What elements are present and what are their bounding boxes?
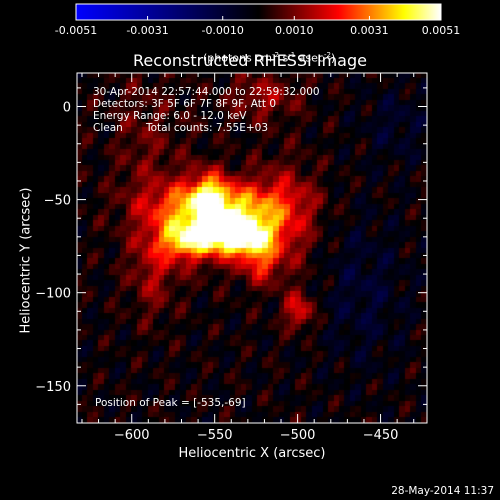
x-tick-label: −600: [114, 428, 150, 443]
peak-position-text: Position of Peak = [-535,-69]: [95, 397, 246, 409]
heatmap-image: [77, 73, 427, 423]
algorithm-text: Clean: [93, 122, 123, 134]
colorbar-unit-exp: -2: [271, 51, 279, 59]
x-tick-label: −500: [280, 428, 316, 443]
y-tick-label: −100: [35, 287, 71, 302]
time-range-text: 30-Apr-2014 22:57:44.000 to 22:59:32.000: [93, 86, 320, 98]
colorbar-unit-exp: -1: [288, 51, 296, 59]
colorbar-unit-part: s: [278, 51, 289, 65]
colorbar-frame: [75, 3, 442, 21]
colorbar-unit-exp: -2: [323, 51, 331, 59]
x-axis-label: Heliocentric X (arcsec): [178, 446, 326, 461]
colorbar-unit-part: asec: [295, 51, 324, 65]
colorbar-tick-label: 0.0031: [350, 24, 389, 37]
detectors-text: Detectors: 3F 5F 6F 7F 8F 9F, Att 0: [93, 98, 277, 110]
y-tick-label: −150: [35, 380, 71, 395]
energy-range-text: Energy Range: 6.0 - 12.0 keV: [93, 110, 247, 122]
colorbar-tick-label: -0.0010: [201, 24, 243, 37]
colorbar-tick-label: -0.0051: [55, 24, 97, 37]
footer-timestamp: 28-May-2014 11:37: [391, 485, 494, 497]
y-tick-label: 0: [63, 101, 71, 116]
colorbar-unit-part: ): [330, 51, 336, 65]
colorbar-tick-label: 0.0051: [422, 24, 461, 37]
total-counts-text: Total counts: 7.55E+03: [146, 122, 269, 134]
colorbar-gradient: [76, 4, 441, 20]
colorbar-tick-label: 0.0010: [275, 24, 314, 37]
plot-frame: [76, 72, 428, 424]
colorbar-tick-label: -0.0031: [126, 24, 168, 37]
x-tick-label: −450: [363, 428, 399, 443]
x-tick-label: −550: [197, 428, 233, 443]
y-axis-label: Heliocentric Y (arcsec): [18, 187, 34, 334]
y-tick-label: −50: [44, 194, 71, 209]
colorbar-unit-part: (photons cm: [203, 51, 272, 65]
colorbar-unit-label: (photons cm-2 s-1 asec-2): [189, 38, 335, 78]
chart-title: Reconstructed RHESSI Image: [133, 51, 367, 70]
